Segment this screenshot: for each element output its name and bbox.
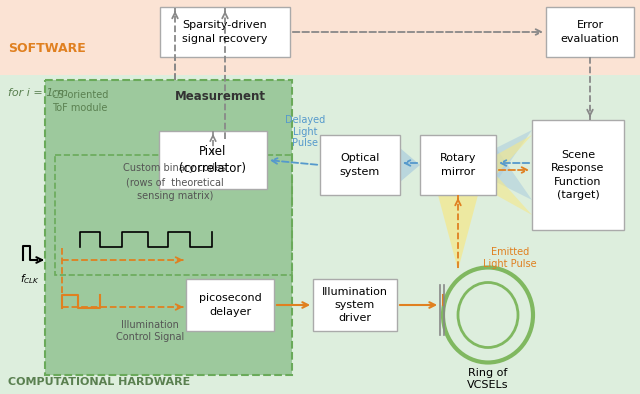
Text: picosecond
delayer: picosecond delayer [198, 294, 261, 317]
FancyBboxPatch shape [532, 120, 624, 230]
Text: Optical
system: Optical system [340, 153, 380, 177]
Text: Pixel
(correlator): Pixel (correlator) [179, 145, 246, 175]
Text: $f_{CLK}$: $f_{CLK}$ [20, 272, 40, 286]
Ellipse shape [458, 282, 518, 348]
FancyBboxPatch shape [160, 7, 290, 57]
Text: Scene
Response
Function
(target): Scene Response Function (target) [551, 150, 605, 200]
FancyBboxPatch shape [546, 7, 634, 57]
FancyBboxPatch shape [320, 135, 400, 195]
Text: Ring of
VCSELs: Ring of VCSELs [467, 368, 509, 390]
Polygon shape [496, 130, 532, 182]
FancyBboxPatch shape [313, 279, 397, 331]
Polygon shape [496, 135, 532, 175]
Text: Emitted
Light Pulse: Emitted Light Pulse [483, 247, 537, 269]
Text: COMPUTATIONAL HARDWARE: COMPUTATIONAL HARDWARE [8, 377, 190, 387]
Ellipse shape [443, 268, 533, 362]
Text: Delayed
Light
Pulse: Delayed Light Pulse [285, 115, 325, 148]
Bar [0, 0, 640, 75]
Bar [0, 75, 640, 394]
Text: Measurement: Measurement [175, 90, 266, 103]
Polygon shape [496, 148, 532, 200]
Text: for i = 1:m: for i = 1:m [8, 88, 68, 98]
Text: Illumination
Control Signal: Illumination Control Signal [116, 320, 184, 342]
Text: CS-oriented
ToF module: CS-oriented ToF module [52, 90, 109, 113]
Polygon shape [438, 195, 478, 270]
Text: Illumination
system
driver: Illumination system driver [322, 287, 388, 323]
Text: Error
evaluation: Error evaluation [561, 20, 620, 44]
FancyBboxPatch shape [159, 131, 267, 189]
Text: Sparsity-driven
signal recovery: Sparsity-driven signal recovery [182, 20, 268, 44]
FancyBboxPatch shape [45, 80, 292, 375]
Polygon shape [420, 148, 440, 182]
Polygon shape [400, 148, 420, 182]
Text: Rotary
mirror: Rotary mirror [440, 153, 476, 177]
FancyBboxPatch shape [420, 135, 496, 195]
Text: Custom binary codes
(rows of  theoretical
sensing matrix): Custom binary codes (rows of theoretical… [124, 163, 227, 201]
FancyBboxPatch shape [186, 279, 274, 331]
Text: SOFTWARE: SOFTWARE [8, 41, 86, 54]
Polygon shape [496, 175, 532, 215]
